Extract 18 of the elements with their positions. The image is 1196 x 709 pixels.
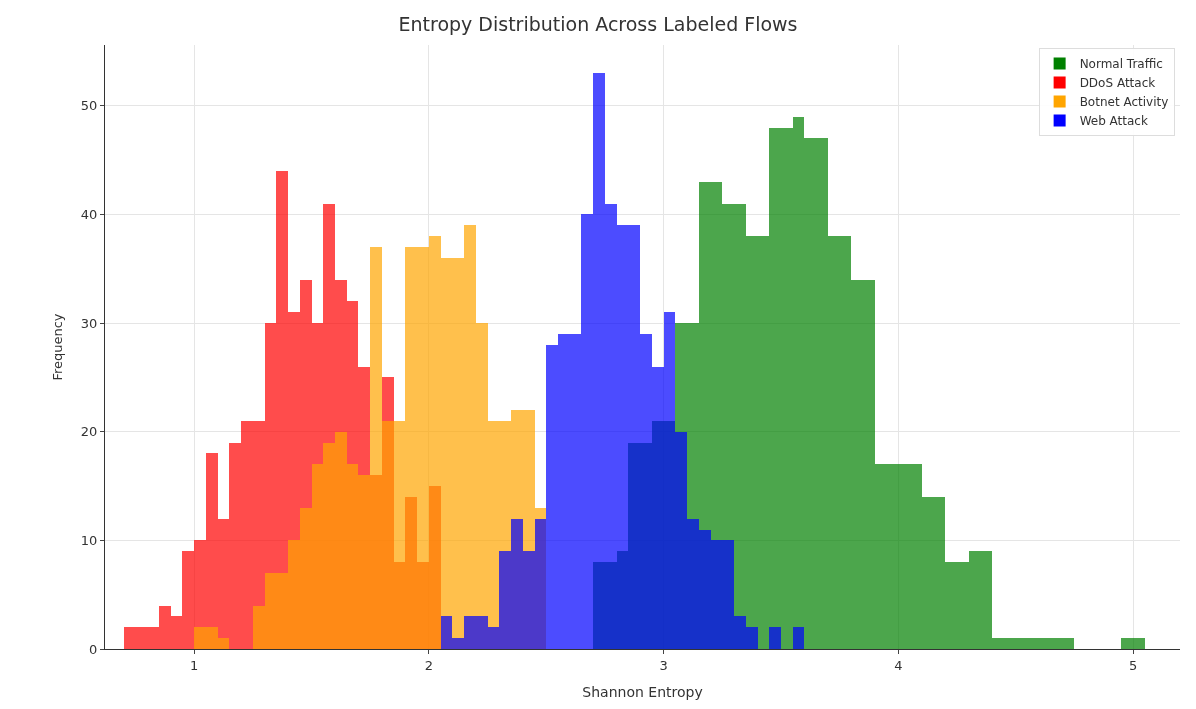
x-tick-label: 4 xyxy=(894,657,903,673)
x-tick-label: 2 xyxy=(424,657,434,673)
y-tick-label: 50 xyxy=(80,98,98,114)
legend-label: Normal Traffic xyxy=(1079,57,1163,72)
chart-title: Entropy Distribution Across Labeled Flows xyxy=(398,13,798,36)
legend-label: Botnet Activity xyxy=(1079,95,1169,110)
x-tick-label: 1 xyxy=(190,657,199,673)
y-axis-title: Frequency xyxy=(49,313,65,381)
y-tick-label: 20 xyxy=(80,424,98,440)
x-tick-label: 5 xyxy=(1128,657,1138,673)
legend-label: Web Attack xyxy=(1079,114,1148,129)
y-tick-label: 10 xyxy=(80,532,98,548)
legend-label: DDoS Attack xyxy=(1079,76,1156,91)
y-tick-label: 40 xyxy=(80,207,98,223)
x-axis-title: Shannon Entropy xyxy=(582,683,703,700)
x-tick-label: 3 xyxy=(659,657,668,673)
y-tick-label: 0 xyxy=(89,641,98,657)
y-tick-label: 30 xyxy=(80,315,98,331)
